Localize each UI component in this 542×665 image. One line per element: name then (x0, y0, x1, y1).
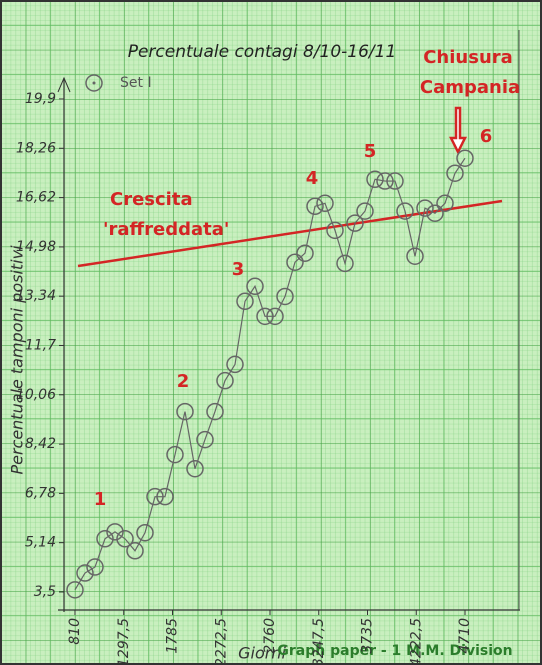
point (206, 402, 224, 421)
chart-title: Percentuale contagi 8/10-16/11 (128, 42, 397, 62)
footer: Graph paper - 1 M.M. Division (277, 643, 512, 659)
annotation: 2 (177, 371, 190, 392)
annotation: 'raffreddata' (103, 219, 229, 240)
annotation: Crescita (110, 189, 193, 210)
point (326, 221, 344, 240)
x-tick-label: 4222,5 (408, 618, 424, 665)
point (416, 199, 434, 217)
y-tick-label: 8,42 (25, 436, 56, 452)
x-tick-label: 1785 (165, 618, 181, 654)
x-axis-label: Giorni (238, 644, 286, 663)
annotation: 4 (306, 168, 319, 189)
point (256, 307, 274, 326)
x-tick-label: 4710 (457, 618, 473, 654)
point (126, 542, 144, 560)
point (76, 564, 94, 582)
y-axis-label: Percentuale tamponi positivi (8, 245, 27, 475)
x-tick-label: 1297,5 (116, 618, 132, 665)
y-tick-label: 5,14 (25, 535, 56, 551)
annotation: 1 (94, 489, 107, 510)
point (296, 244, 314, 262)
point (146, 487, 164, 506)
point (156, 487, 174, 506)
point (166, 445, 184, 464)
point (446, 164, 464, 182)
point (336, 254, 354, 273)
legend-marker (85, 74, 103, 92)
annotation: Campania (420, 77, 520, 98)
point (436, 194, 454, 213)
point (386, 172, 404, 190)
x-tick-label: 2272,5 (213, 618, 229, 665)
point (456, 149, 474, 167)
annotation: 6 (480, 126, 493, 147)
point (266, 307, 284, 326)
y-tick-label: 16,62 (16, 190, 56, 206)
point (176, 402, 194, 421)
x-tick-label: 3247,5 (311, 618, 327, 665)
series-line (74, 157, 466, 591)
point (246, 277, 264, 296)
x-tick-label: 3735 (360, 618, 376, 654)
annotation: Chiusura (423, 47, 513, 68)
x-tick-label: 810 (67, 618, 83, 645)
annotation-arrow (448, 106, 468, 155)
point (406, 247, 424, 265)
point (186, 459, 204, 478)
point (136, 523, 154, 542)
point (346, 214, 364, 232)
y-tick-label: 11,7 (25, 337, 56, 353)
point (396, 202, 414, 220)
point (286, 253, 304, 271)
point (366, 170, 384, 189)
y-tick-label: 14,98 (16, 239, 56, 255)
y-tick-label: 10,06 (16, 387, 56, 403)
point (376, 172, 394, 190)
y-tick-label: 3,5 (34, 584, 56, 600)
y-tick-label: 6,78 (25, 485, 56, 501)
point (236, 292, 254, 311)
point (116, 530, 134, 548)
point (316, 194, 334, 213)
legend-marker-dot (92, 81, 96, 85)
y-tick-label: 19,9 (25, 91, 56, 107)
point (426, 204, 444, 222)
annotation: 5 (364, 141, 377, 162)
point (196, 430, 214, 449)
point (226, 355, 244, 374)
point (106, 523, 124, 541)
point (276, 287, 294, 306)
point (306, 197, 324, 216)
point (356, 202, 374, 220)
point (96, 530, 114, 548)
x-tick-label: 2760 (262, 618, 278, 654)
y-tick-label: 13,34 (16, 288, 56, 304)
y-axis-arrow (57, 76, 71, 93)
legend-label: Set I (120, 75, 152, 91)
point (66, 581, 84, 599)
point (216, 371, 234, 390)
annotation: 3 (232, 259, 245, 280)
y-tick-label: 18,26 (16, 140, 56, 156)
point (86, 558, 104, 576)
